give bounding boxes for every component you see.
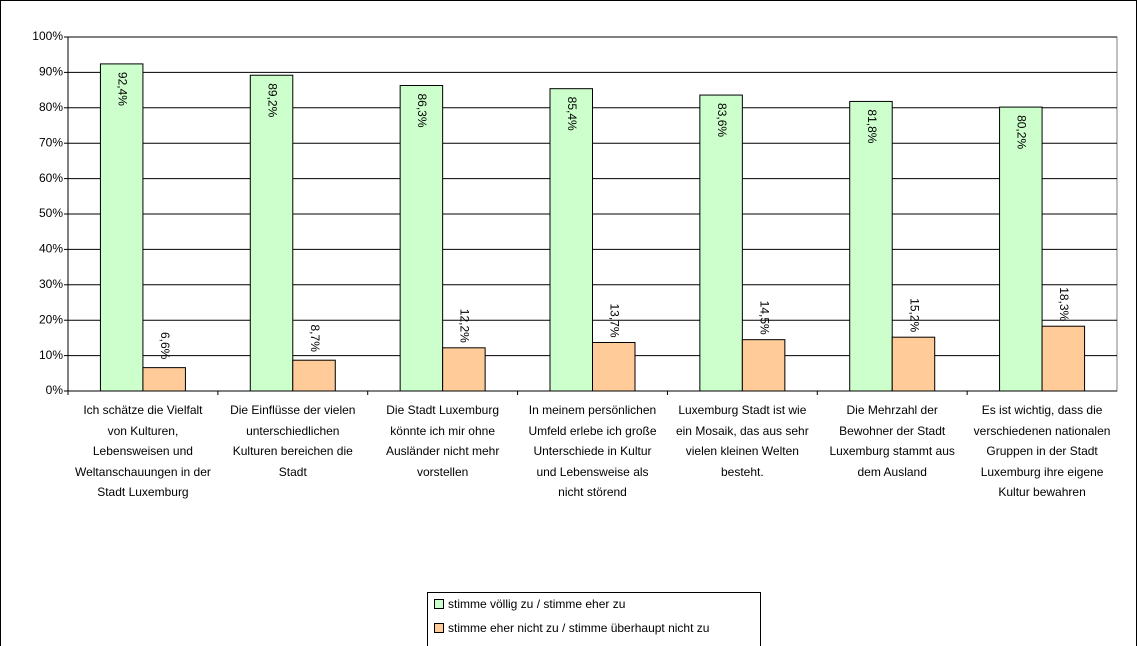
value-label: 92,4% bbox=[116, 72, 130, 106]
bar bbox=[142, 367, 186, 392]
bar bbox=[549, 88, 593, 392]
y-tick-label: 90% bbox=[39, 65, 63, 79]
bar bbox=[592, 342, 636, 392]
bar bbox=[849, 100, 893, 392]
value-label: 18,3% bbox=[1057, 287, 1071, 321]
legend-item: stimme völlig zu / stimme eher zu bbox=[434, 597, 625, 611]
x-tick-label: Die Stadt Luxemburg könnte ich mir ohne … bbox=[385, 403, 500, 479]
bar bbox=[741, 339, 786, 392]
bar bbox=[399, 84, 444, 392]
value-label: 15,2% bbox=[907, 298, 921, 332]
value-label: 85,4% bbox=[565, 97, 579, 131]
value-label: 14,5% bbox=[757, 301, 771, 335]
value-label: 6,6% bbox=[158, 332, 172, 360]
legend-swatch bbox=[434, 623, 444, 633]
bar bbox=[442, 347, 486, 392]
y-tick-label: 30% bbox=[39, 277, 63, 291]
value-label: 86,3% bbox=[415, 93, 429, 127]
bar bbox=[1041, 325, 1086, 392]
value-label: 89,2% bbox=[265, 83, 279, 117]
y-tick-label: 20% bbox=[39, 312, 63, 326]
bar bbox=[249, 74, 294, 392]
value-label: 13,7% bbox=[608, 303, 622, 337]
x-tick-label: In meinem persönlichen Umfeld erlebe ich… bbox=[528, 403, 657, 499]
value-label: 8,7% bbox=[308, 325, 322, 353]
bar bbox=[99, 63, 144, 392]
legend-item: stimme eher nicht zu / stimme überhaupt … bbox=[434, 621, 709, 635]
legend-swatch bbox=[434, 599, 444, 609]
y-tick-label: 80% bbox=[39, 100, 63, 114]
y-tick-label: 50% bbox=[39, 206, 63, 220]
x-tick-label: Es ist wichtig, dass die verschiedenen n… bbox=[973, 403, 1111, 499]
y-tick-label: 60% bbox=[39, 171, 63, 185]
value-label: 83,6% bbox=[715, 103, 729, 137]
y-tick-label: 10% bbox=[39, 348, 63, 362]
value-label: 81,8% bbox=[865, 109, 879, 143]
bar bbox=[891, 336, 936, 392]
y-tick-label: 0% bbox=[46, 383, 64, 397]
y-tick-label: 70% bbox=[39, 135, 63, 149]
x-tick-label: Luxemburg Stadt ist wie ein Mosaik, das … bbox=[675, 403, 809, 479]
bar bbox=[292, 359, 336, 392]
x-tick-label: Ich schätze die Vielfalt von Kulturen, L… bbox=[74, 403, 211, 499]
bar bbox=[699, 94, 743, 392]
x-tick-label: Die Mehrzahl der Bewohner der Stadt Luxe… bbox=[829, 403, 955, 479]
value-label: 80,2% bbox=[1015, 115, 1029, 149]
y-tick-label: 40% bbox=[39, 242, 63, 256]
bar bbox=[999, 106, 1043, 392]
value-label: 12,2% bbox=[458, 309, 472, 343]
legend: stimme völlig zu / stimme eher zu stimme … bbox=[427, 592, 761, 646]
y-tick-label: 100% bbox=[32, 29, 63, 43]
x-tick-label: Die Einflüsse der vielen unterschiedlich… bbox=[230, 403, 356, 479]
legend-label: stimme eher nicht zu / stimme überhaupt … bbox=[448, 621, 710, 635]
legend-label: stimme völlig zu / stimme eher zu bbox=[448, 597, 626, 611]
